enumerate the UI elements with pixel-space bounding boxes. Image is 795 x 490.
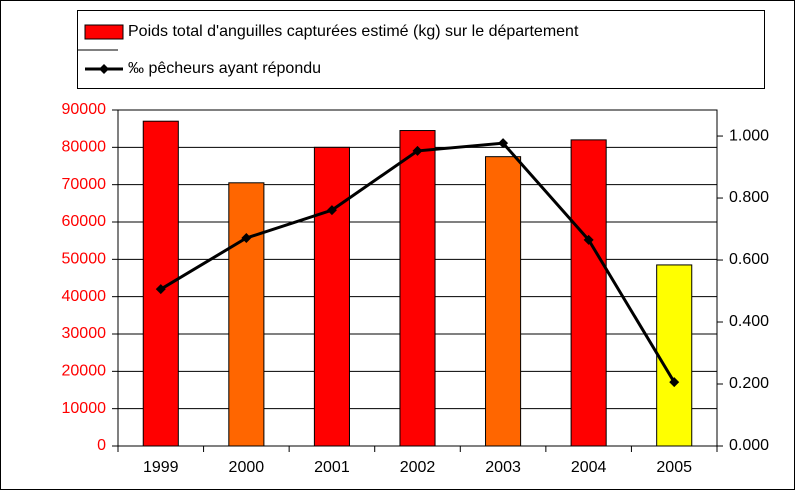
x-tick-label: 2005 xyxy=(656,459,692,476)
legend-marker xyxy=(99,64,109,74)
bar xyxy=(399,130,436,447)
y2-tick-label: 0.800 xyxy=(729,189,769,206)
legend-label: Poids total d'anguilles capturées estimé… xyxy=(128,23,579,40)
legend-swatch xyxy=(84,24,124,40)
y2-tick-label: 0.000 xyxy=(729,437,769,454)
bar xyxy=(142,120,179,447)
y2-tick-label: 0.200 xyxy=(729,375,769,392)
y-tick-label: 70000 xyxy=(62,176,107,193)
y-tick-label: 90000 xyxy=(62,101,107,118)
bar xyxy=(570,139,607,447)
y-tick-label: 80000 xyxy=(62,139,107,156)
y2-tick-label: 0.600 xyxy=(729,251,769,268)
y-tick-label: 30000 xyxy=(62,325,107,342)
bar xyxy=(656,264,693,447)
y2-tick-label: 1.000 xyxy=(729,127,769,144)
legend-box xyxy=(77,10,765,89)
x-tick-label: 2001 xyxy=(314,459,350,476)
x-tick-label: 2003 xyxy=(485,459,521,476)
y-tick-label: 20000 xyxy=(62,363,107,380)
x-tick-label: 2002 xyxy=(400,459,436,476)
line-marker xyxy=(669,377,680,388)
legend-label: ‰ pêcheurs ayant répondu xyxy=(128,60,321,77)
line-marker xyxy=(155,284,166,295)
bar xyxy=(313,146,350,447)
x-tick-label: 1999 xyxy=(143,459,179,476)
line-marker xyxy=(583,234,594,245)
line-marker xyxy=(241,233,252,244)
y2-tick-label: 0.400 xyxy=(729,313,769,330)
line-marker xyxy=(412,145,423,156)
bar xyxy=(228,182,265,447)
y-tick-label: 0 xyxy=(97,437,106,454)
y-tick-label: 10000 xyxy=(62,400,107,417)
y-tick-label: 50000 xyxy=(62,251,107,268)
y-tick-label: 40000 xyxy=(62,288,107,305)
y-tick-label: 60000 xyxy=(62,213,107,230)
x-tick-label: 2004 xyxy=(571,459,607,476)
x-tick-label: 2000 xyxy=(229,459,265,476)
line-marker xyxy=(498,138,509,149)
bar xyxy=(485,156,522,447)
line-marker xyxy=(326,205,337,216)
